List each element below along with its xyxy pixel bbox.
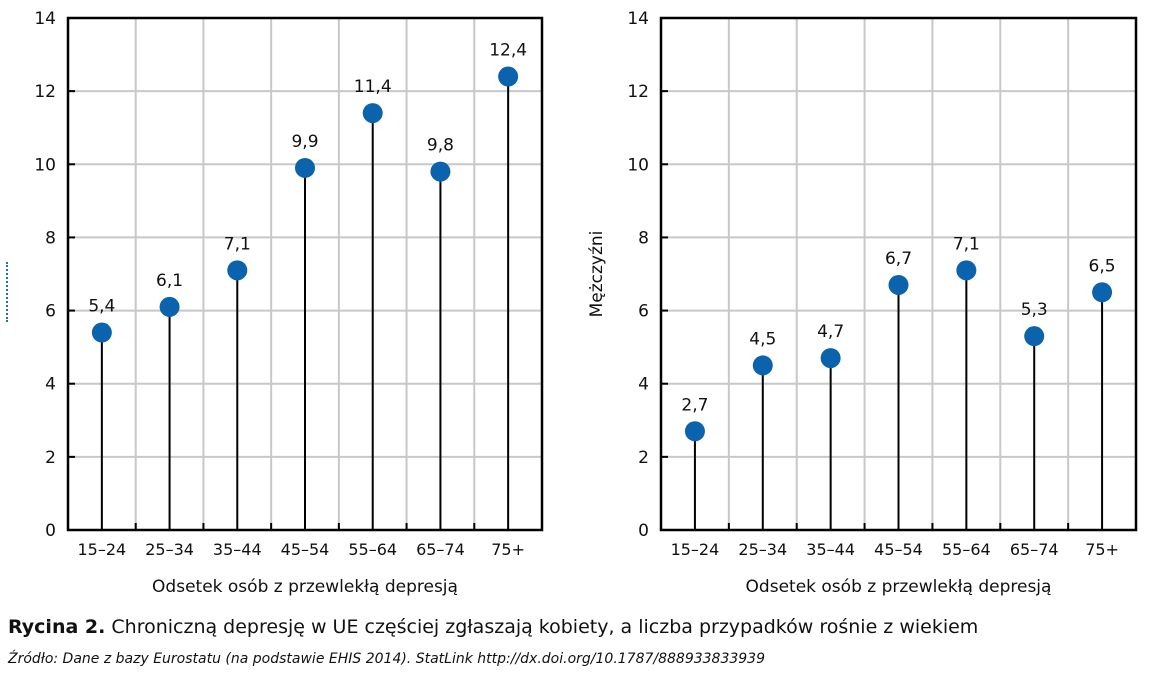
data-label: 2,7 (681, 395, 708, 415)
x-tick-label: 55–64 (942, 540, 991, 559)
y-tick-label: 12 (627, 82, 649, 102)
x-tick-label: 55–64 (348, 540, 397, 559)
y-tick-label: 14 (627, 9, 649, 29)
y-tick-label: 4 (45, 375, 56, 395)
caption-text: Chroniczną depresję w UE częściej zgłasz… (105, 616, 979, 638)
x-tick-label: 45–54 (874, 540, 923, 559)
data-point (684, 421, 705, 442)
y-tick-label: 8 (45, 228, 56, 248)
y-tick-label: 6 (638, 302, 649, 322)
data-point (752, 355, 773, 376)
x-tick-label: 65–74 (1010, 540, 1059, 559)
data-point (430, 161, 451, 182)
data-label: 6,1 (156, 271, 183, 291)
data-point (159, 296, 180, 317)
y-axis-title: Mężczyźni (587, 231, 607, 318)
y-tick-label: 10 (34, 155, 56, 175)
data-label: 7,1 (953, 234, 980, 254)
y-tick-label: 12 (34, 82, 56, 102)
data-point (1024, 326, 1045, 347)
figure-source: Źródło: Dane z bazy Eurostatu (na podsta… (8, 651, 765, 667)
data-label: 5,3 (1021, 300, 1048, 320)
x-axis-title: Odsetek osób z przewlekłą depresją (152, 577, 458, 597)
y-tick-label: 2 (638, 448, 649, 468)
left-chart-ylabel-cropped (6, 262, 8, 322)
x-tick-label: 15–24 (77, 540, 126, 559)
x-axis-title: Odsetek osób z przewlekłą depresją (746, 577, 1052, 597)
y-tick-label: 8 (638, 228, 649, 248)
y-tick-label: 2 (45, 448, 56, 468)
data-point (820, 348, 841, 369)
data-label: 12,4 (489, 41, 527, 61)
x-tick-label: 65–74 (416, 540, 465, 559)
data-label: 4,5 (749, 329, 776, 349)
x-tick-label: 45–54 (281, 540, 330, 559)
x-tick-label: 25–34 (145, 540, 194, 559)
y-tick-label: 0 (638, 521, 649, 541)
caption-label: Rycina 2. (8, 616, 106, 638)
data-point (91, 322, 112, 343)
x-tick-label: 25–34 (738, 540, 787, 559)
data-label: 5,4 (88, 297, 115, 317)
data-point (295, 157, 315, 178)
data-label: 6,5 (1089, 256, 1116, 276)
data-label: 9,8 (427, 136, 454, 156)
charts: 024681012145,415–246,125–347,135–449,945… (34, 9, 1138, 597)
data-label: 4,7 (817, 322, 844, 342)
y-tick-label: 10 (627, 155, 649, 175)
data-label: 9,9 (291, 132, 318, 152)
y-tick-label: 4 (638, 375, 649, 395)
data-point (362, 103, 383, 124)
figure-caption: Rycina 2. Chroniczną depresję w UE częśc… (8, 616, 978, 638)
x-tick-label: 15–24 (671, 540, 720, 559)
data-point (888, 274, 909, 295)
data-label: 6,7 (885, 249, 912, 269)
x-tick-label: 75+ (491, 540, 525, 559)
data-label: 11,4 (354, 77, 392, 97)
x-tick-label: 75+ (1085, 540, 1119, 559)
y-tick-label: 6 (45, 302, 56, 322)
data-label: 7,1 (224, 234, 251, 254)
y-tick-label: 0 (45, 521, 56, 541)
data-point (227, 260, 248, 281)
data-point (498, 66, 519, 87)
y-tick-label: 14 (34, 9, 56, 29)
data-point (1092, 282, 1113, 303)
x-tick-label: 35–44 (806, 540, 855, 559)
data-point (956, 260, 977, 281)
x-tick-label: 35–44 (213, 540, 262, 559)
